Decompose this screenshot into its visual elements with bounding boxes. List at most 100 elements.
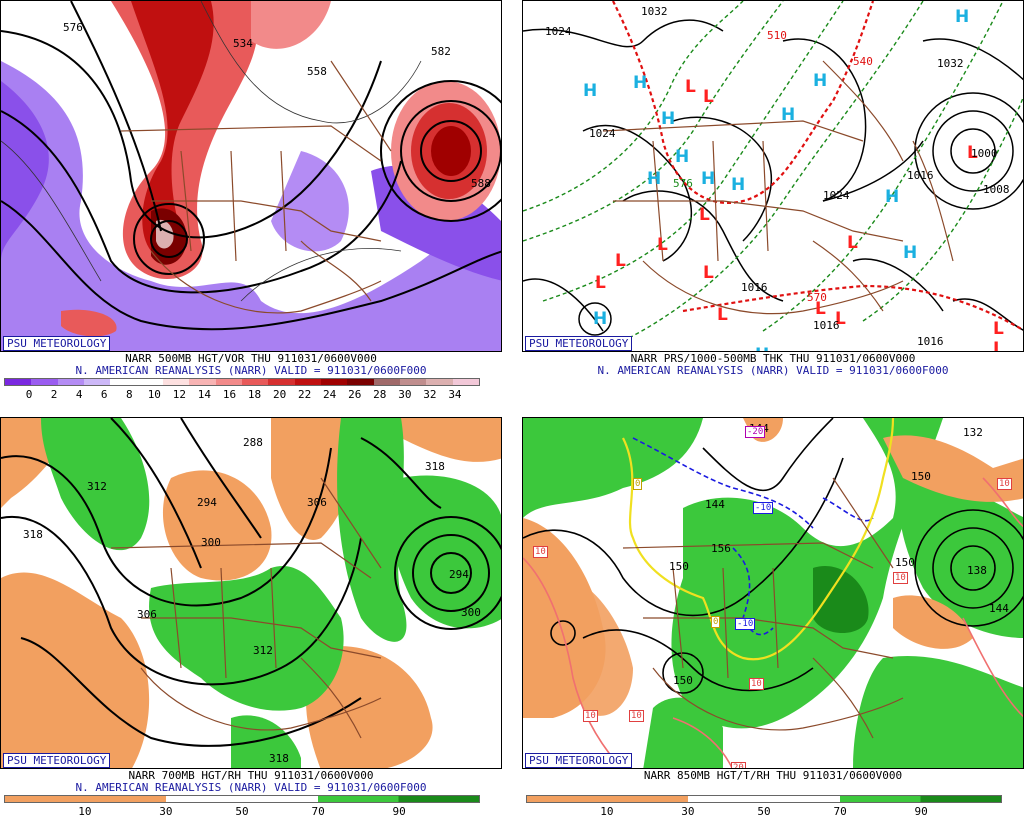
- contour-label: 318: [425, 460, 445, 473]
- map-caption-title: NARR 700MB HGT/RH THU 911031/0600V000: [128, 769, 374, 782]
- map-caption-title: NARR PRS/1000-500MB THK THU 911031/0600V…: [630, 352, 916, 365]
- colorbar-swatch: [162, 379, 190, 385]
- colorbar-swatch: [426, 379, 453, 385]
- rh-colorbar-labels: 10 30 50 70 90: [526, 806, 1002, 818]
- map-caption-title: NARR 500MB HGT/VOR THU 911031/0600V000: [125, 352, 377, 365]
- contour-label: 132: [963, 426, 983, 439]
- map-surface-svg: [523, 1, 1023, 342]
- high-pressure-marker: H: [633, 73, 648, 93]
- temperature-label: 10: [749, 678, 764, 690]
- colorbar-tick-label: 32: [423, 388, 437, 401]
- low-pressure-marker: L: [835, 309, 846, 329]
- colorbar-tick-label: 34: [448, 388, 462, 401]
- temperature-label: 10: [997, 478, 1012, 490]
- contour-label: 312: [253, 644, 273, 657]
- high-pressure-marker: H: [593, 309, 608, 329]
- psu-meteorology-badge: PSU METEOROLOGY: [525, 753, 633, 768]
- psu-meteorology-badge: PSU METEOROLOGY: [3, 336, 111, 351]
- colorbar-tick-label: 0: [25, 388, 33, 401]
- colorbar-tick-label: 26: [348, 388, 362, 401]
- psu-meteorology-badge: PSU METEOROLOGY: [3, 753, 111, 768]
- low-pressure-marker: L: [685, 77, 696, 97]
- thickness-label: 570: [807, 291, 827, 304]
- rh-colorbar: [526, 795, 1002, 803]
- contour-label: 1016: [741, 281, 768, 294]
- low-pressure-marker: L: [717, 305, 728, 325]
- contour-label: 312: [87, 480, 107, 493]
- colorbar-tick-label: 4: [75, 388, 83, 401]
- colorbar-tick-label: 10: [147, 388, 161, 401]
- colorbar-tick-label: 30: [681, 805, 695, 818]
- contour-label: 300: [461, 606, 481, 619]
- low-pressure-marker: L: [595, 273, 606, 293]
- low-pressure-marker: L: [993, 319, 1004, 339]
- contour-label: 1032: [937, 57, 964, 70]
- high-pressure-marker: H: [731, 175, 746, 195]
- temperature-label: 10: [893, 572, 908, 584]
- low-pressure-marker: L: [815, 299, 826, 319]
- low-pressure-marker: L: [699, 205, 710, 225]
- rh-colorbar-labels: 10 30 50 70 90: [4, 806, 480, 818]
- thickness-label: 576: [673, 177, 693, 190]
- contour-label: 306: [307, 496, 327, 509]
- colorbar-tick-label: 20: [272, 388, 287, 401]
- colorbar-tick-label: 90: [392, 805, 406, 818]
- colorbar-swatch: [5, 379, 32, 385]
- temperature-label: 10: [583, 710, 598, 722]
- contour-label: 1024: [823, 189, 850, 202]
- high-pressure-marker: H: [885, 187, 900, 207]
- map-500mb: 576 534 558 582 588: [0, 0, 502, 352]
- map-caption-subtitle: N. AMERICAN REANALYSIS (NARR) VALID = 91…: [75, 781, 427, 794]
- colorbar-tick-label: 10: [600, 805, 614, 818]
- colorbar-swatch: [83, 379, 111, 385]
- contour-label: 558: [307, 65, 327, 78]
- colorbar-tick-label: 8: [125, 388, 133, 401]
- contour-label: 156: [711, 542, 731, 555]
- contour-label: 294: [449, 568, 469, 581]
- high-pressure-marker: H: [813, 71, 828, 91]
- map-500mb-svg: [1, 1, 501, 351]
- map-caption-subtitle: N. AMERICAN REANALYSIS (NARR) VALID = 91…: [597, 364, 949, 377]
- contour-label: 318: [269, 752, 289, 765]
- low-pressure-marker: L: [615, 251, 626, 271]
- contour-label: 1000: [971, 147, 998, 160]
- psu-meteorology-badge: PSU METEOROLOGY: [525, 336, 633, 351]
- vorticity-colorbar: [4, 378, 480, 386]
- temperature-label: 10: [629, 710, 644, 722]
- low-pressure-marker: L: [993, 339, 1004, 352]
- low-pressure-marker: L: [703, 87, 714, 107]
- contour-label: 1024: [545, 25, 572, 38]
- map-700mb-svg: [1, 418, 501, 768]
- low-pressure-marker: L: [657, 235, 668, 255]
- colorbar-tick-label: 70: [833, 805, 847, 818]
- contour-label: 300: [201, 536, 221, 549]
- map-700mb: 288 312 294 306 300 318 318 306 312 294 …: [0, 417, 502, 769]
- colorbar-tick-label: 16: [222, 388, 237, 401]
- panel-700mb-rh: 288 312 294 306 300 318 318 306 312 294 …: [0, 417, 502, 819]
- colorbar-tick-label: 70: [311, 805, 325, 818]
- high-pressure-marker: H: [955, 7, 970, 27]
- contour-label: 306: [137, 608, 157, 621]
- colorbar-tick-label: 30: [159, 805, 173, 818]
- colorbar-swatch: [241, 379, 269, 385]
- colorbar-tick-label: 28: [373, 388, 387, 401]
- contour-label: 150: [669, 560, 689, 573]
- contour-label: 150: [673, 674, 693, 687]
- colorbar-swatch: [31, 379, 58, 385]
- high-pressure-marker: H: [583, 81, 598, 101]
- vorticity-colorbar-labels: 0 2 4 6 8 10 12 14 16 18 20 22 24 26 28 30 32 34: [4, 389, 480, 401]
- contour-label: 144: [989, 602, 1009, 615]
- colorbar-tick-label: 6: [100, 388, 108, 401]
- low-pressure-marker: L: [967, 143, 978, 163]
- colorbar-tick-label: 18: [247, 388, 262, 401]
- low-pressure-marker: L: [703, 263, 714, 283]
- thickness-label: 540: [853, 55, 873, 68]
- contour-label: 1016: [907, 169, 934, 182]
- colorbar-tick-label: 10: [78, 805, 92, 818]
- contour-label: 588: [471, 177, 491, 190]
- colorbar-swatch: [215, 379, 242, 385]
- colorbar-tick-label: 30: [398, 388, 412, 401]
- contour-label: 576: [63, 21, 83, 34]
- high-pressure-marker: H: [781, 105, 796, 125]
- high-pressure-marker: H: [647, 169, 662, 189]
